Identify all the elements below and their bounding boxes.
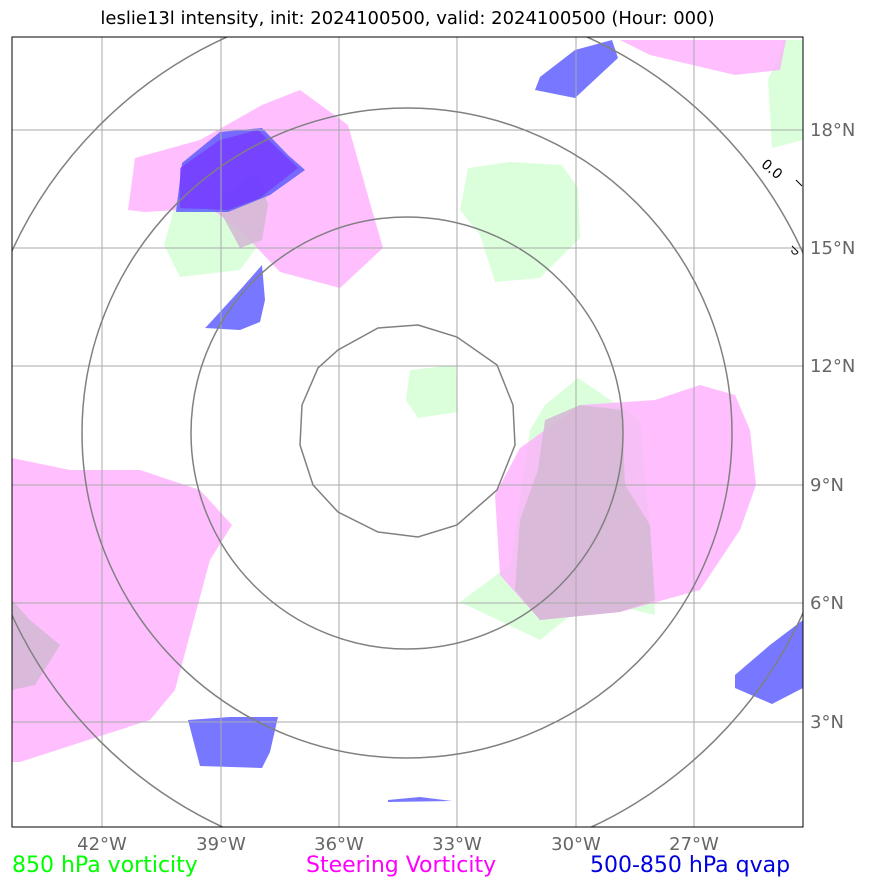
range-ring-second	[190, 216, 624, 650]
plot-frame	[11, 36, 804, 828]
lon-label: 42°W	[77, 834, 127, 855]
lon-label: 39°W	[196, 834, 246, 855]
lat-label: 18°N	[810, 120, 855, 141]
lat-label: 6°N	[810, 593, 844, 614]
range-rings	[12, 37, 803, 827]
qvap-area	[388, 797, 452, 802]
qvap-area	[188, 717, 278, 768]
qvap-area	[735, 620, 803, 704]
steering-vorticity-area	[620, 40, 786, 75]
steering-vorticity-area	[12, 458, 232, 762]
range-ring-inner	[299, 324, 516, 538]
lat-label: 9°N	[810, 475, 844, 496]
overlap-area	[12, 600, 60, 690]
overlap-area	[515, 405, 655, 620]
lat-labels: 18°N 15°N 12°N 9°N 6°N 3°N	[810, 120, 855, 733]
lon-label: 33°W	[432, 834, 482, 855]
legend-steering-vorticity: Steering Vorticity	[306, 853, 497, 878]
qvap-core	[180, 130, 298, 210]
vorticity-850-area	[406, 365, 458, 418]
contour-line	[791, 179, 803, 255]
legend-qvap: 500-850 hPa qvap	[590, 853, 791, 878]
lon-labels: 42°W 39°W 36°W 33°W 30°W 27°W	[77, 834, 719, 855]
steering-vorticity-layer	[12, 40, 786, 762]
map-title: leslie13l intensity, init: 2024100500, v…	[100, 8, 715, 29]
graticule	[12, 37, 803, 827]
lat-label: 3°N	[810, 712, 844, 733]
lon-label: 27°W	[669, 834, 719, 855]
qvap-area	[205, 265, 265, 330]
vorticity-850-area	[460, 162, 580, 282]
lat-label: 12°N	[810, 356, 855, 377]
contour-label: 0.0	[758, 156, 785, 183]
lon-label: 30°W	[551, 834, 601, 855]
lon-label: 36°W	[314, 834, 364, 855]
range-ring-third	[81, 107, 733, 759]
legend-850-vorticity: 850 hPa vorticity	[12, 853, 198, 878]
lat-label: 15°N	[810, 238, 855, 259]
